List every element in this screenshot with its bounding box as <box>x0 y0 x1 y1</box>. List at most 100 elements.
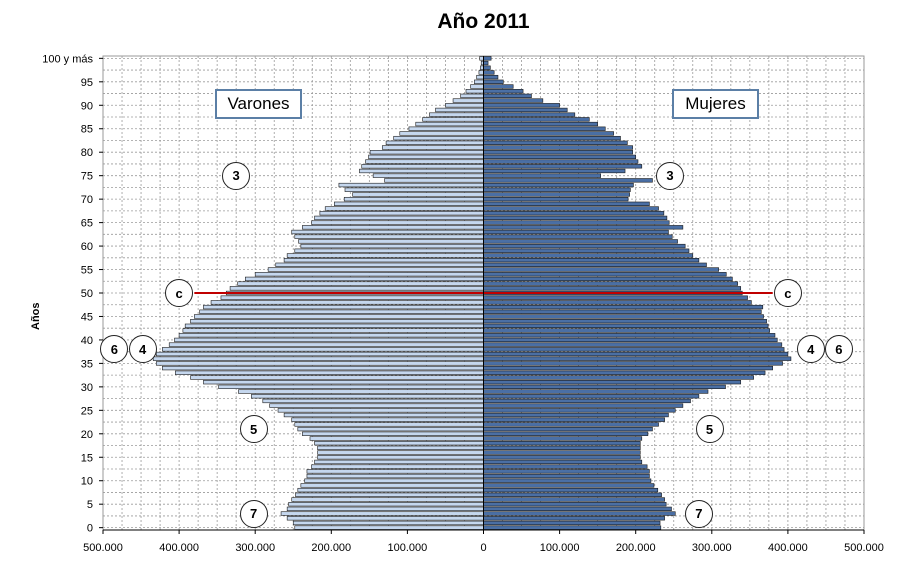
legend-varones: Varones <box>215 89 302 119</box>
y-tick-label: 30 <box>81 382 93 394</box>
bar-female-age-55 <box>483 267 719 272</box>
annotation-marker-5-left: 5 <box>239 415 268 444</box>
bar-male-age-60 <box>300 243 484 249</box>
bar-female-age-31 <box>483 380 742 385</box>
bar-female-age-5 <box>483 502 667 507</box>
bar-female-age-73 <box>483 182 634 188</box>
bar-female-age-21 <box>483 426 653 432</box>
bar-female-age-100 <box>483 56 492 61</box>
bar-male-age-15 <box>317 455 484 460</box>
bar-male-age-74 <box>384 178 484 183</box>
bar-female-age-45 <box>483 314 764 319</box>
bar-male-age-28 <box>251 394 484 399</box>
bar-female-age-65 <box>483 220 670 225</box>
bar-female-age-43 <box>483 323 769 328</box>
bar-female-age-19 <box>483 436 643 441</box>
y-tick-label: 25 <box>81 405 93 417</box>
bar-female-age-48 <box>483 300 752 305</box>
bar-female-age-80 <box>483 150 633 155</box>
bar-female-age-77 <box>483 164 643 169</box>
bar-male-age-61 <box>298 239 484 244</box>
bar-female-age-4 <box>483 506 672 512</box>
bar-female-age-93 <box>483 89 524 94</box>
bar-female-age-84 <box>483 131 614 136</box>
bar-male-age-24 <box>283 412 484 418</box>
bar-male-age-25 <box>277 408 484 413</box>
x-tick-label: 100.000 <box>540 542 580 554</box>
bar-female-age-28 <box>483 394 700 399</box>
bar-male-age-21 <box>297 426 484 432</box>
bar-male-age-10 <box>304 478 484 483</box>
bar-male-age-72 <box>344 187 484 192</box>
bar-female-age-97 <box>483 70 495 75</box>
bar-female-age-51 <box>483 286 742 291</box>
bar-male-age-52 <box>237 281 484 286</box>
x-tick-label: 400.000 <box>768 542 808 554</box>
y-tick-label: 35 <box>81 358 93 370</box>
bar-male-age-73 <box>338 182 484 188</box>
bar-female-age-8 <box>483 487 659 493</box>
bar-male-age-20 <box>302 431 484 436</box>
bar-male-age-76 <box>359 168 484 174</box>
x-tick-label: 300.000 <box>692 542 732 554</box>
bar-female-age-14 <box>483 459 643 465</box>
bar-male-age-9 <box>300 483 484 488</box>
bar-male-age-82 <box>385 140 484 145</box>
bar-female-age-49 <box>483 295 748 300</box>
y-tick-label: 100 y más <box>42 53 93 65</box>
bar-male-age-81 <box>381 145 484 150</box>
bar-female-age-9 <box>483 483 655 488</box>
bar-male-age-94 <box>470 84 484 89</box>
bar-female-age-61 <box>483 239 678 244</box>
bar-female-age-44 <box>483 319 767 324</box>
bar-male-age-70 <box>343 196 484 202</box>
y-tick-label: 45 <box>81 311 93 323</box>
bar-female-age-69 <box>483 201 650 206</box>
bar-male-age-84 <box>399 131 484 136</box>
x-tick-label: 0 <box>480 542 486 554</box>
bar-male-age-46 <box>199 309 484 314</box>
x-tick-label: 100.000 <box>388 542 428 554</box>
annotation-marker-c-right: c <box>773 279 802 307</box>
bar-female-age-46 <box>483 309 762 314</box>
bar-male-age-56 <box>275 262 484 267</box>
bar-female-age-15 <box>483 455 641 460</box>
x-tick-label: 500.000 <box>83 542 123 554</box>
bar-male-age-51 <box>229 286 484 291</box>
bar-female-age-89 <box>483 107 568 113</box>
bar-male-age-23 <box>291 417 484 422</box>
bar-male-age-17 <box>317 445 484 451</box>
bar-male-age-66 <box>314 215 484 221</box>
bar-male-age-48 <box>210 300 484 305</box>
bar-male-age-77 <box>361 164 484 169</box>
bar-male-age-87 <box>422 117 484 122</box>
bar-female-age-29 <box>483 389 709 394</box>
bar-male-age-39 <box>168 342 484 347</box>
bar-male-age-59 <box>294 248 484 253</box>
y-tick-label: 80 <box>81 147 93 159</box>
y-tick-label: 50 <box>81 288 93 300</box>
bar-male-age-26 <box>269 403 484 408</box>
bar-male-age-4 <box>286 506 484 512</box>
bar-female-age-40 <box>483 337 778 343</box>
bar-female-age-99 <box>483 60 489 66</box>
bar-male-age-69 <box>334 201 484 206</box>
x-tick-label: 200.000 <box>311 542 351 554</box>
bar-male-age-12 <box>306 469 484 474</box>
bar-female-age-11 <box>483 473 650 479</box>
bar-male-age-79 <box>368 154 484 160</box>
bar-male-age-53 <box>245 276 484 282</box>
bar-female-age-82 <box>483 140 628 145</box>
bar-male-age-5 <box>288 502 484 507</box>
bar-male-age-89 <box>435 107 484 113</box>
bar-male-age-93 <box>465 89 484 94</box>
bar-female-age-96 <box>483 74 499 80</box>
bar-female-age-64 <box>483 225 684 230</box>
bar-female-age-18 <box>483 441 641 446</box>
bar-male-age-92 <box>460 93 484 99</box>
bar-female-age-12 <box>483 469 650 474</box>
bar-female-age-88 <box>483 112 576 117</box>
bar-male-age-34 <box>162 365 484 371</box>
bar-female-age-90 <box>483 103 560 108</box>
bar-female-age-95 <box>483 79 504 84</box>
